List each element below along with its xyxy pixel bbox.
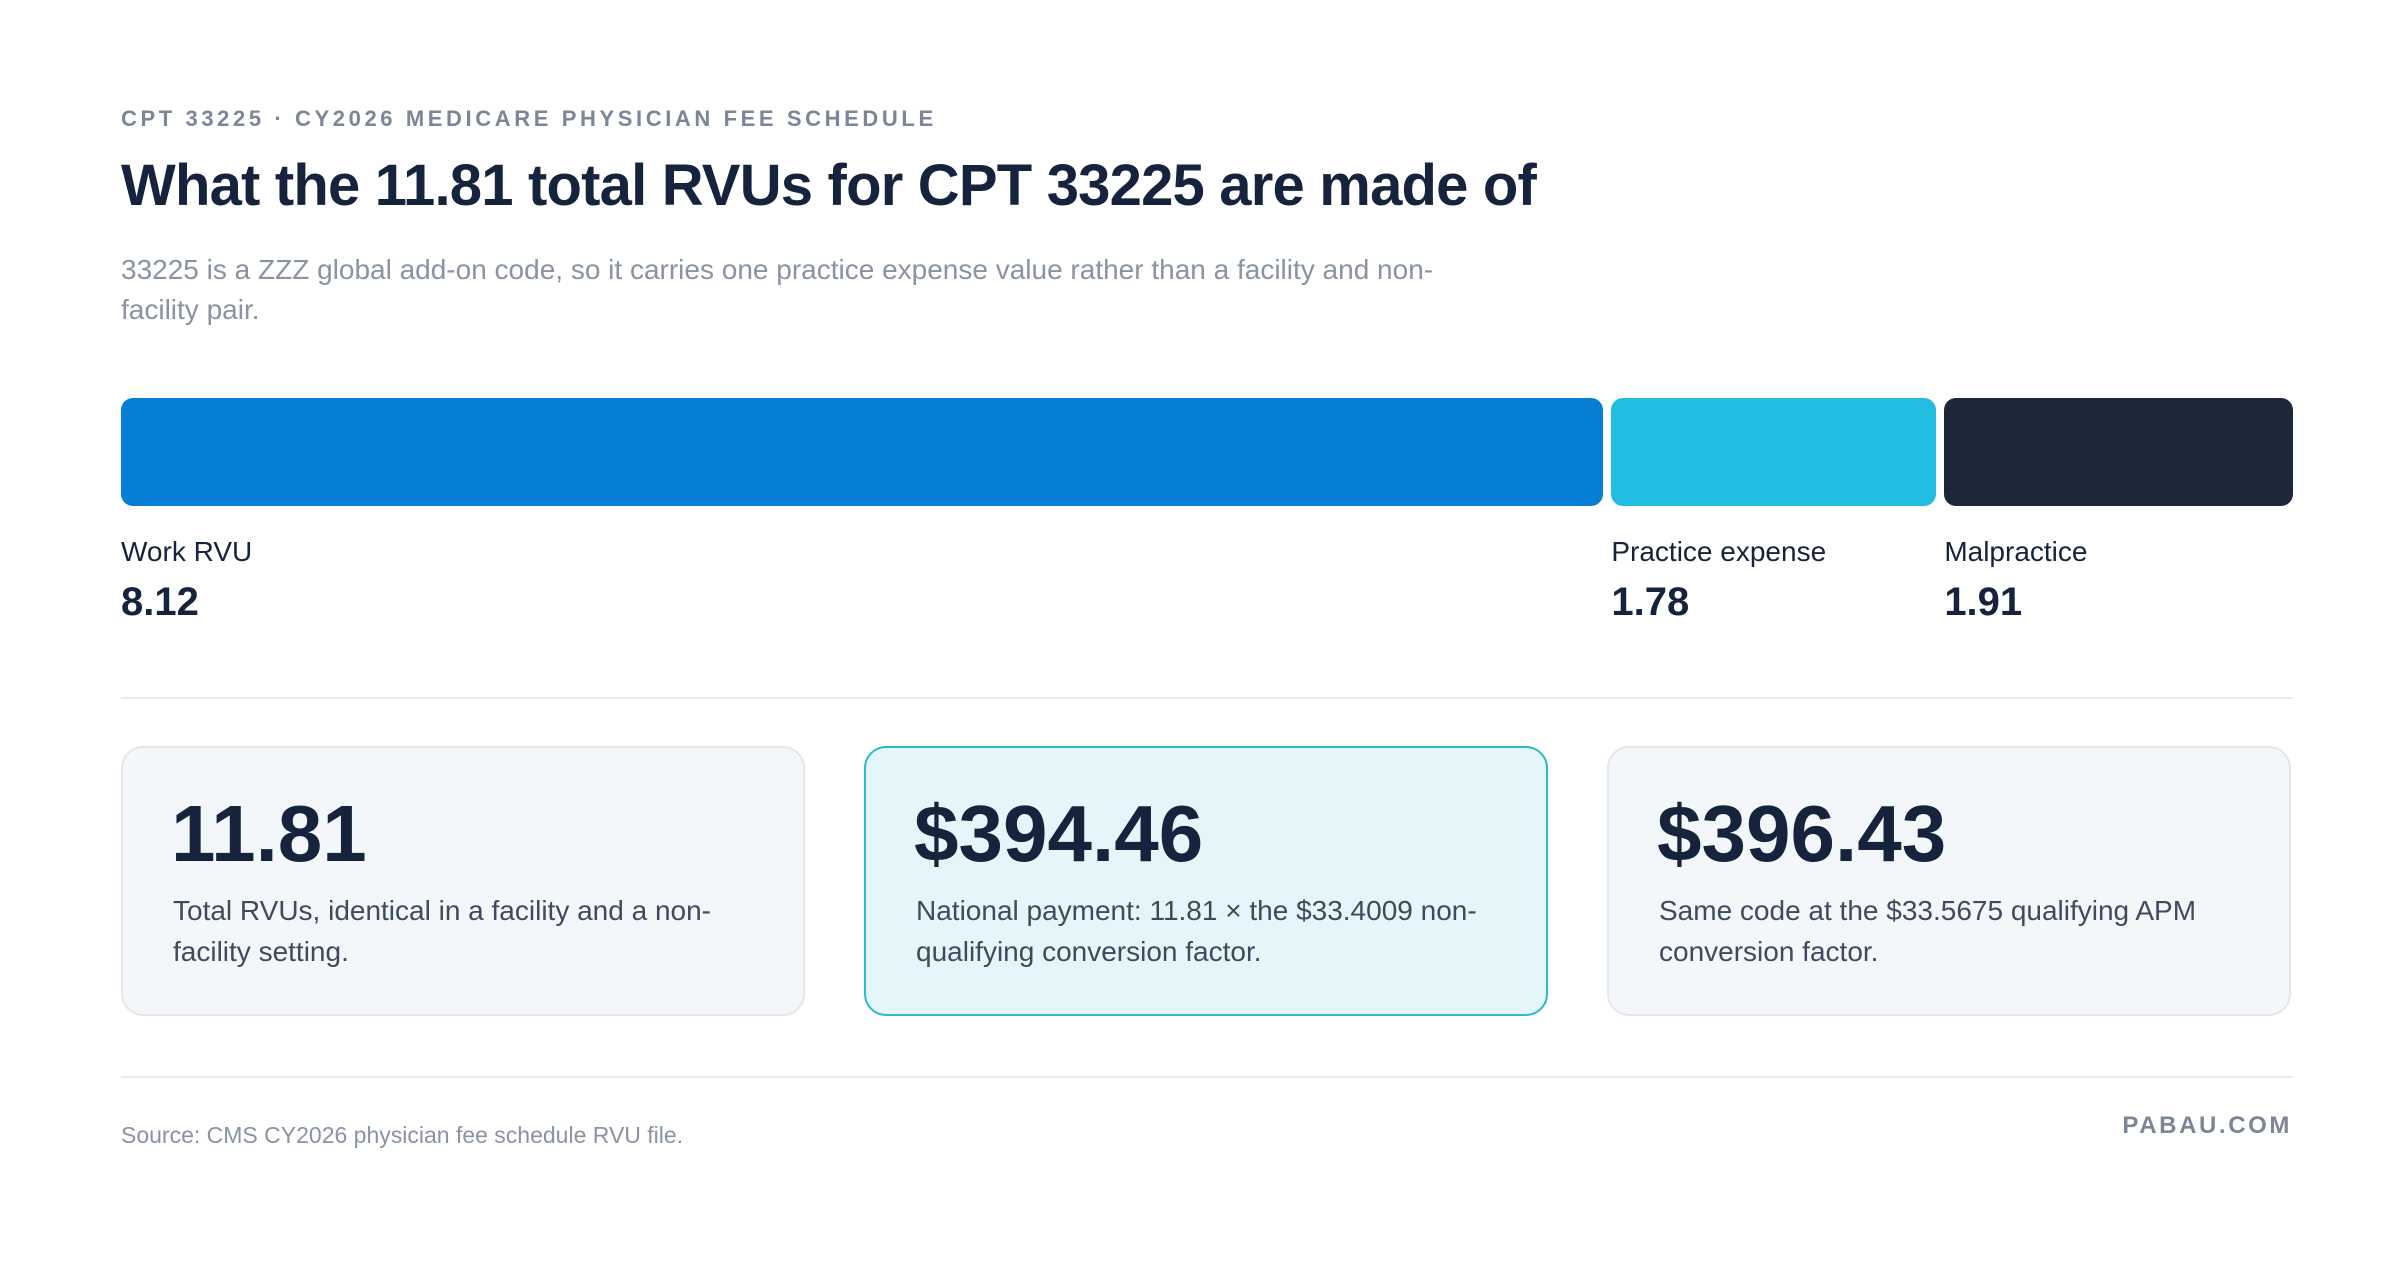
chart-subtitle: 33225 is a ZZZ global add-on code, so it…: [121, 254, 1434, 325]
card-apm-payment-description: Same code at the $33.5675 qualifying APM…: [1659, 895, 2197, 967]
bar-value-work-rvu: 8.12: [121, 580, 199, 624]
divider-bottom: [121, 1076, 2293, 1078]
card-national-payment: $394.46 National payment: 11.81 × the $3…: [864, 746, 1548, 1016]
brand-label: PABAU.COM: [2122, 1112, 2292, 1139]
bar-value-malpractice: 1.91: [1944, 580, 2023, 624]
card-national-payment-description: National payment: 11.81 × the $33.4009 n…: [916, 895, 1477, 967]
card-apm-payment-value: $396.43: [1657, 789, 1947, 878]
bar-segment-practice-expense: [1611, 398, 1937, 506]
card-total-rvus-value: 11.81: [171, 789, 367, 878]
bar-label-practice-expense: Practice expense: [1611, 536, 1827, 567]
bar-segment-malpractice: [1944, 398, 2293, 506]
bar-label-malpractice: Malpractice: [1944, 536, 2088, 567]
bar-value-practice-expense: 1.78: [1611, 580, 1690, 624]
card-national-payment-value: $394.46: [914, 789, 1204, 878]
divider-top: [121, 697, 2293, 699]
eyebrow-label: CPT 33225 · CY2026 MEDICARE PHYSICIAN FE…: [121, 106, 937, 131]
stacked-bar: [121, 398, 2293, 506]
bar-segment-work-rvu: [121, 398, 1604, 506]
card-total-rvus: 11.81 Total RVUs, identical in a facilit…: [121, 746, 805, 1016]
bar-label-work-rvu: Work RVU: [121, 536, 253, 567]
card-apm-payment: $396.43 Same code at the $33.5675 qualif…: [1607, 746, 2291, 1016]
card-total-rvus-description: Total RVUs, identical in a facility and …: [173, 895, 711, 967]
chart-title: What the 11.81 total RVUs for CPT 33225 …: [121, 153, 1537, 218]
source-note: Source: CMS CY2026 physician fee schedul…: [121, 1122, 684, 1148]
